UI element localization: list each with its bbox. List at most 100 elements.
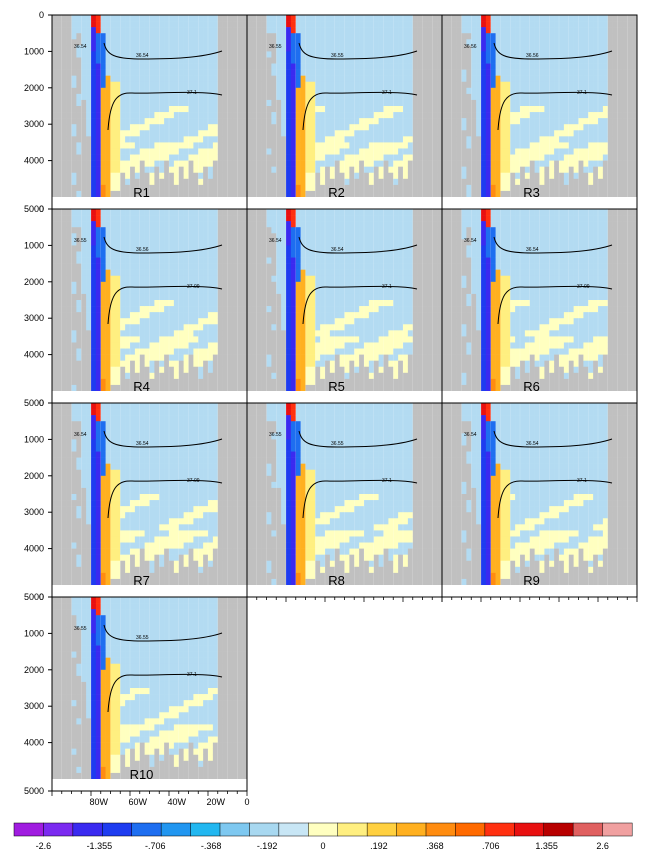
heatmap-cell: [173, 106, 180, 113]
heatmap-cell: [198, 360, 204, 368]
heatmap-cell: [398, 93, 404, 101]
heatmap-cell: [573, 69, 579, 76]
heatmap-cell: [76, 239, 82, 246]
heatmap-cell: [120, 239, 126, 246]
heatmap-cell: [368, 172, 375, 180]
heatmap-cell: [539, 57, 545, 64]
heatmap-cell: [505, 27, 511, 34]
heatmap-cell: [388, 124, 394, 131]
heatmap-cell: [130, 33, 136, 40]
heatmap-cell: [227, 251, 233, 258]
heatmap-cell: [115, 33, 121, 40]
heatmap-cell: [52, 154, 58, 161]
heatmap-cell: [393, 148, 399, 155]
heatmap-cell: [86, 336, 92, 343]
heatmap-cell: [193, 318, 199, 325]
heatmap-cell: [602, 21, 609, 28]
heatmap-cell: [227, 178, 233, 186]
heatmap-cell: [144, 263, 150, 270]
heatmap-cell: [490, 172, 496, 180]
heatmap-cell: [227, 378, 233, 386]
heatmap-cell: [188, 300, 194, 307]
heatmap-cell: [76, 190, 82, 198]
heatmap-cell: [169, 233, 175, 240]
heatmap-cell: [149, 112, 155, 119]
heatmap-cell: [276, 178, 282, 186]
heatmap-cell: [61, 245, 67, 252]
heatmap-cell: [407, 87, 414, 95]
heatmap-cell: [559, 87, 565, 95]
heatmap-cell: [198, 81, 204, 89]
heatmap-cell: [56, 306, 63, 313]
heatmap-cell: [173, 227, 180, 234]
heatmap-cell: [437, 190, 443, 198]
heatmap-cell: [524, 142, 531, 149]
heatmap-cell: [505, 160, 511, 167]
heatmap-cell: [154, 336, 160, 343]
heatmap-cell: [61, 378, 67, 386]
heatmap-cell: [622, 27, 628, 34]
heatmap-cell: [52, 93, 58, 101]
heatmap-cell: [164, 281, 170, 289]
heatmap-cell: [52, 99, 58, 107]
heatmap-cell: [398, 124, 404, 131]
heatmap-cell: [286, 160, 292, 167]
heatmap-cell: [524, 184, 531, 192]
heatmap-cell: [56, 166, 63, 174]
heatmap-cell: [481, 15, 487, 22]
heatmap-cell: [432, 75, 438, 83]
heatmap-cell: [222, 142, 228, 149]
heatmap-cell: [373, 33, 379, 40]
heatmap-cell: [188, 306, 194, 313]
heatmap-cell: [602, 124, 609, 131]
heatmap-cell: [251, 106, 258, 113]
heatmap-cell: [520, 136, 526, 143]
heatmap-cell: [383, 15, 389, 22]
heatmap-cell: [373, 118, 379, 125]
heatmap-cell: [52, 281, 58, 289]
heatmap-cell: [217, 15, 223, 22]
heatmap-cell: [232, 348, 238, 355]
heatmap-cell: [212, 233, 219, 240]
heatmap-cell: [130, 342, 136, 349]
heatmap-cell: [554, 99, 560, 107]
heatmap-cell: [193, 33, 199, 40]
heatmap-cell: [242, 348, 248, 355]
heatmap-cell: [237, 87, 243, 95]
heatmap-cell: [193, 354, 199, 361]
heatmap-cell: [368, 21, 375, 28]
heatmap-cell: [183, 136, 189, 143]
heatmap-cell: [139, 57, 145, 64]
heatmap-cell: [417, 124, 423, 131]
heatmap-cell: [144, 21, 150, 28]
heatmap-cell: [349, 166, 355, 174]
heatmap-cell: [456, 45, 462, 52]
heatmap-cell: [149, 142, 155, 149]
heatmap-cell: [266, 130, 272, 137]
heatmap-cell: [559, 178, 565, 186]
heatmap-cell: [237, 178, 243, 186]
heatmap-cell: [237, 257, 243, 264]
heatmap-cell: [86, 184, 92, 192]
heatmap-cell: [315, 112, 321, 119]
heatmap-cell: [188, 172, 194, 180]
heatmap-cell: [164, 99, 170, 107]
heatmap-cell: [607, 21, 613, 28]
heatmap-cell: [115, 142, 121, 149]
heatmap-cell: [539, 160, 545, 167]
heatmap-cell: [393, 63, 399, 70]
heatmap-cell: [290, 178, 297, 186]
heatmap-cell: [183, 160, 189, 167]
heatmap-cell: [217, 184, 223, 192]
heatmap-cell: [242, 190, 248, 198]
heatmap-cell: [456, 81, 462, 89]
heatmap-cell: [154, 239, 160, 246]
heatmap-cell: [95, 269, 102, 277]
heatmap-cell: [66, 87, 72, 95]
heatmap-cell: [607, 33, 613, 40]
heatmap-cell: [495, 21, 501, 28]
heatmap-cell: [242, 21, 248, 28]
heatmap-cell: [198, 87, 204, 95]
heatmap-cell: [193, 166, 199, 174]
heatmap-cell: [198, 15, 204, 22]
